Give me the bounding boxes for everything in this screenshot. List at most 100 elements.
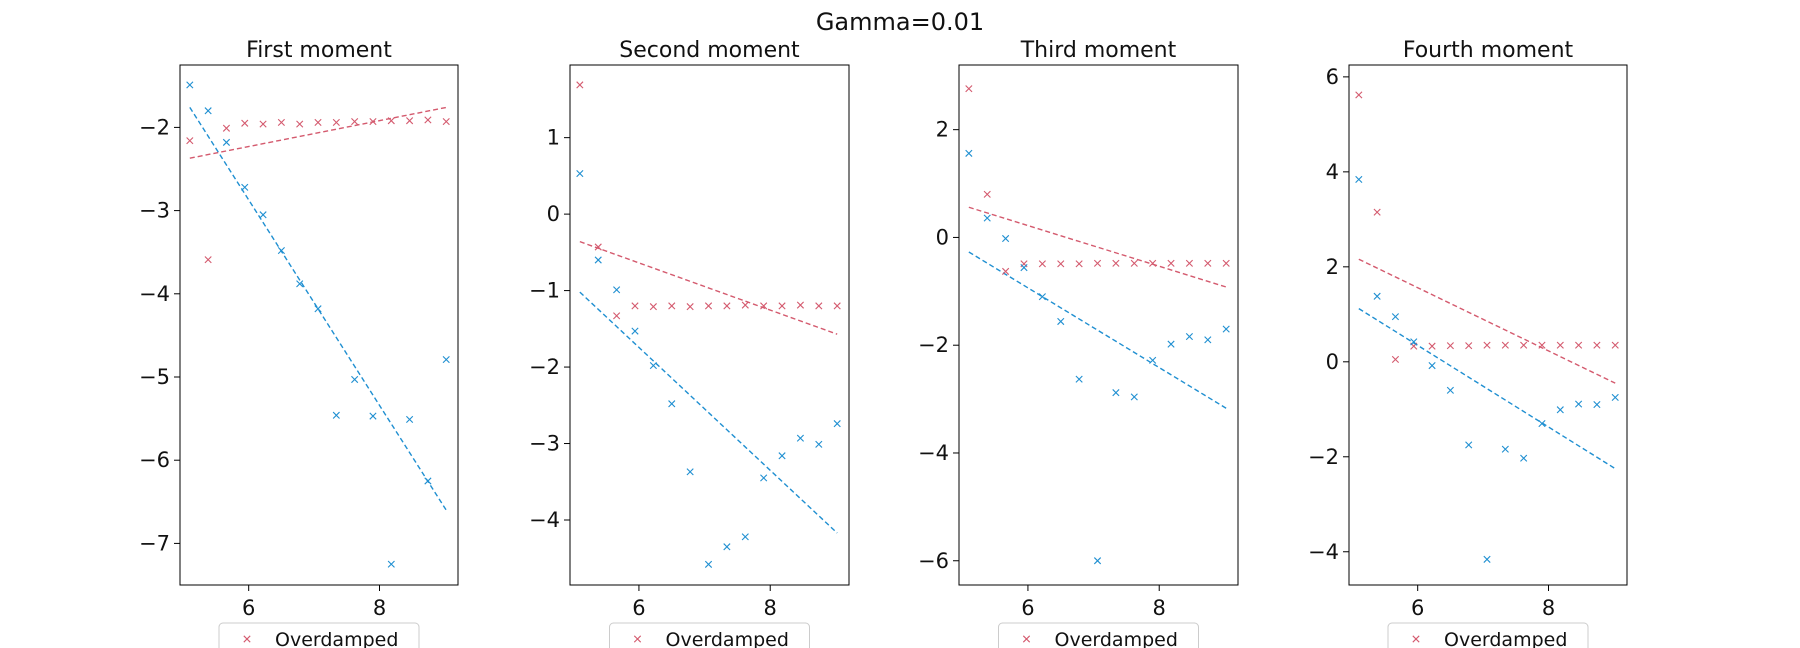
y-tick-label: −7 — [139, 531, 170, 555]
data-point-stroke-b — [296, 280, 304, 288]
x-tick-label: 6 — [1021, 596, 1034, 620]
data-point-stroke-b — [815, 440, 823, 448]
data-point-stroke-b — [815, 302, 823, 310]
data-point — [1556, 406, 1564, 414]
data-point-stroke-b — [965, 85, 973, 93]
data-point-stroke-b — [631, 302, 639, 310]
data-point — [1483, 341, 1491, 349]
data-point-stroke-b — [594, 256, 602, 264]
data-point — [406, 415, 414, 424]
data-point-stroke-b — [204, 107, 212, 115]
data-point — [613, 286, 621, 294]
data-point — [594, 243, 602, 251]
data-point-stroke-b — [369, 412, 377, 420]
data-point-stroke-b — [983, 214, 991, 222]
series-red — [186, 116, 450, 264]
subplot-title: Third moment — [1020, 38, 1177, 63]
data-point — [259, 211, 267, 219]
data-point-stroke-b — [1593, 400, 1601, 409]
data-point-stroke-b — [1520, 341, 1528, 349]
figure-title: Gamma=0.01 — [815, 8, 985, 36]
fit-line-red — [579, 240, 838, 335]
data-point-stroke-b — [649, 303, 657, 311]
y-tick-label: −1 — [529, 279, 560, 303]
data-point — [1446, 386, 1454, 394]
y-tick-label: 0 — [936, 225, 949, 249]
data-point — [1391, 355, 1400, 364]
data-point-stroke-b — [576, 81, 584, 89]
data-point — [1204, 259, 1212, 267]
fit-line-blue — [968, 251, 1227, 409]
data-point — [778, 302, 786, 310]
y-tick-label: −2 — [529, 355, 560, 379]
data-point — [741, 301, 749, 309]
fit-line-red — [1358, 258, 1616, 384]
data-point-stroke-b — [1112, 389, 1120, 397]
data-point-stroke-b — [277, 246, 285, 255]
y-tick-label: −3 — [139, 199, 170, 223]
data-point — [296, 280, 304, 288]
series-blue — [576, 169, 841, 568]
legend-label: Overdamped — [1055, 629, 1178, 648]
data-point — [1057, 260, 1065, 268]
data-point — [576, 169, 584, 178]
data-point-stroke-b — [222, 138, 231, 146]
data-point-stroke-b — [1611, 393, 1619, 402]
data-point-stroke-b — [1465, 441, 1473, 449]
data-point — [442, 117, 450, 126]
series-blue — [186, 81, 450, 568]
data-point-stroke-b — [613, 286, 621, 294]
subplot-title: First moment — [246, 38, 392, 63]
y-tick-label: −2 — [918, 333, 949, 357]
legend: Overdamped — [218, 622, 420, 648]
data-point — [406, 117, 414, 125]
data-point — [815, 302, 823, 310]
data-point-stroke-b — [1038, 293, 1046, 301]
series-red — [1355, 91, 1619, 364]
data-point-stroke-b — [796, 434, 805, 442]
data-point — [1428, 362, 1436, 370]
data-point — [1391, 313, 1400, 321]
data-point-stroke-b — [314, 305, 322, 313]
data-point — [1002, 267, 1010, 275]
data-point-stroke-b — [259, 120, 267, 128]
data-point-stroke-b — [442, 117, 450, 126]
data-point-stroke-b — [1112, 259, 1120, 267]
data-point — [1465, 441, 1473, 449]
data-point-stroke-b — [241, 119, 249, 127]
data-point-stroke-b — [1575, 400, 1583, 408]
fit-line-red — [189, 106, 447, 159]
data-point — [241, 119, 249, 127]
data-point-stroke-b — [259, 211, 267, 219]
data-point-stroke-b — [649, 361, 657, 370]
data-point-stroke-b — [1222, 325, 1230, 333]
data-point — [1167, 259, 1175, 267]
data-point — [259, 120, 267, 128]
y-tick-label: −6 — [918, 549, 949, 573]
data-point-stroke-b — [1002, 234, 1010, 243]
data-point-stroke-b — [296, 120, 304, 128]
data-point-stroke-b — [1373, 208, 1381, 216]
data-point — [1446, 342, 1454, 350]
data-point — [1611, 393, 1619, 402]
data-point-stroke-b — [1355, 175, 1363, 184]
data-point-stroke-b — [1075, 375, 1083, 383]
legend: Overdamped — [609, 622, 810, 648]
data-point-stroke-b — [277, 118, 285, 126]
data-point — [1520, 454, 1528, 462]
data-point-stroke-b — [369, 117, 377, 126]
x-tick-label: 8 — [1542, 596, 1555, 620]
data-point-stroke-b — [351, 375, 359, 384]
data-point-stroke-b — [1020, 264, 1028, 272]
fit-line-blue — [1358, 308, 1616, 470]
data-point-stroke-b — [1446, 386, 1454, 394]
fit-line-red — [968, 206, 1227, 288]
y-tick-label: −2 — [139, 115, 170, 139]
data-point — [631, 302, 639, 310]
y-tick-label: 2 — [1326, 255, 1339, 279]
legend-marker-stroke-b — [633, 635, 642, 643]
data-point — [1556, 341, 1564, 349]
data-point — [1002, 234, 1010, 243]
data-point — [686, 468, 694, 476]
